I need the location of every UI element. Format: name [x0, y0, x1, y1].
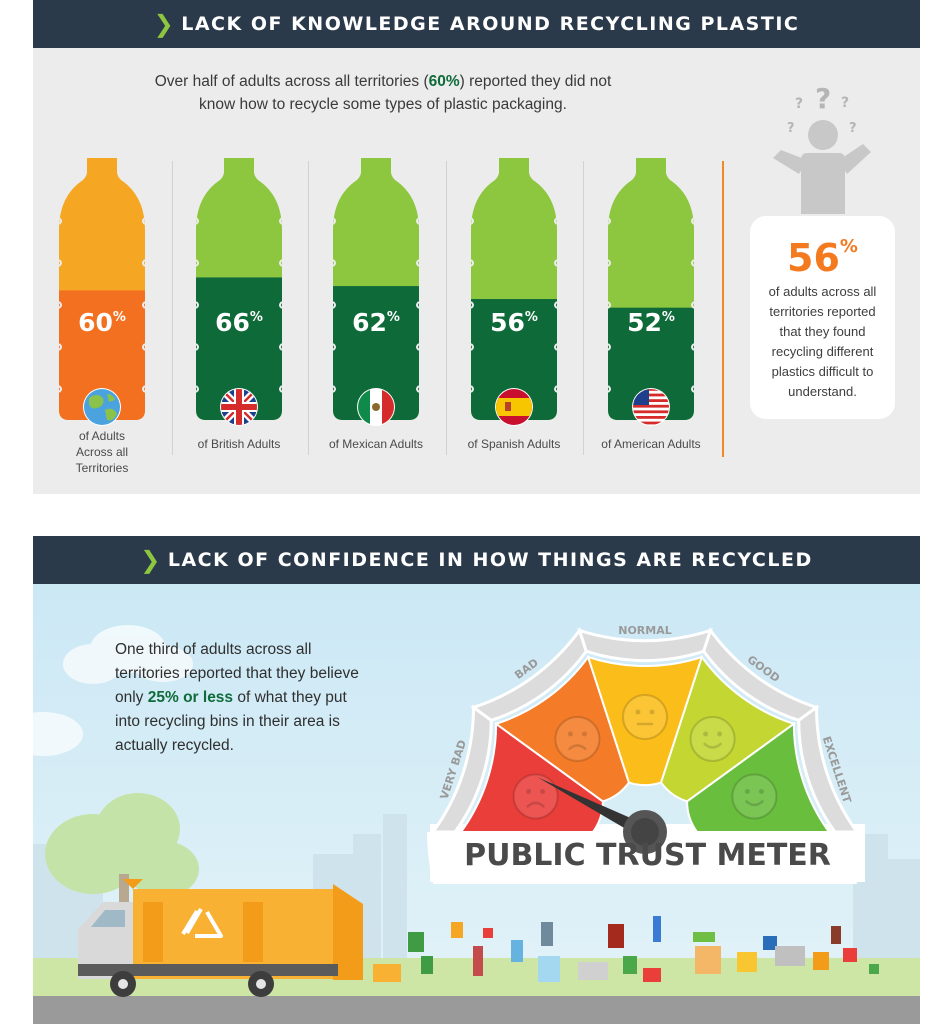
bar-value-label: 52% — [627, 308, 675, 337]
meter-label-band — [797, 704, 860, 834]
bar-value-label: 60% — [78, 308, 126, 337]
meter-segment — [686, 721, 831, 833]
category-label: of American Adults — [601, 437, 701, 451]
svg-text:?: ? — [849, 121, 857, 136]
category-label: of Spanish Adults — [467, 437, 561, 451]
divider — [172, 161, 173, 455]
bottle-bar: 66% of British Adults — [174, 158, 304, 458]
bar-value-label: 62% — [352, 308, 400, 337]
section1-title: LACK OF KNOWLEDGE AROUND RECYCLING PLAST… — [181, 13, 800, 35]
section2-title: LACK OF CONFIDENCE IN HOW THINGS ARE REC… — [167, 549, 813, 571]
knowledge-panel: Over half of adults across all territori… — [33, 48, 920, 494]
stat-card: 56% of adults across all territories rep… — [750, 216, 895, 419]
svg-text:?: ? — [787, 121, 795, 136]
bottle-shape — [471, 158, 557, 420]
section1-header: ❯ LACK OF KNOWLEDGE AROUND RECYCLING PLA… — [33, 0, 920, 48]
category-label: of British Adults — [197, 437, 281, 451]
mexico-flag-icon — [357, 388, 395, 426]
bottle-shape — [608, 158, 694, 420]
meter-title: PUBLIC TRUST METER — [464, 838, 831, 873]
meter-segment — [459, 721, 604, 833]
category-label: of Adults Across all Territories — [75, 429, 129, 475]
globe-icon — [83, 388, 121, 426]
category-label: of Mexican Adults — [328, 437, 424, 451]
meter-segment-label: NORMAL — [618, 624, 672, 637]
cloud-icon — [33, 625, 193, 756]
neutral-face-icon — [622, 694, 668, 740]
bottle-bar: 60% of Adults Across all Territories — [37, 158, 167, 475]
section2-intro: One third of adults across all territori… — [115, 641, 359, 754]
bottle-shape — [196, 158, 282, 420]
bottle-shape — [59, 158, 145, 420]
confidence-panel: One third of adults across all territori… — [33, 584, 920, 1024]
trash-pile — [373, 916, 879, 982]
meter-segment — [586, 655, 704, 787]
stat-value: 56% — [787, 236, 858, 280]
meter-needle — [538, 777, 667, 854]
svg-text:?: ? — [841, 95, 849, 111]
meter-segment — [659, 654, 797, 803]
bottle-shape — [333, 158, 419, 420]
chevron-right-icon: ❯ — [153, 10, 176, 38]
confused-person-icon: ? ? ? ? ? — [773, 82, 871, 214]
divider — [446, 161, 447, 455]
section2-header: ❯ LACK OF CONFIDENCE IN HOW THINGS ARE R… — [33, 536, 920, 584]
intro-highlight: 25% or less — [147, 689, 234, 706]
intro-highlight: 60% — [428, 73, 460, 90]
svg-text:?: ? — [815, 82, 831, 115]
frown-face-icon — [512, 773, 559, 820]
section1-intro: Over half of adults across all territori… — [154, 73, 612, 113]
spain-flag-icon — [495, 388, 533, 426]
meter-segment — [493, 654, 631, 803]
frown-face-icon — [554, 715, 601, 762]
bottle-bar: 52% of American Adults — [586, 158, 716, 458]
svg-text:?: ? — [795, 96, 803, 112]
smile-face-icon — [689, 715, 736, 762]
divider — [583, 161, 584, 455]
accent-divider — [722, 161, 724, 457]
bar-value-label: 66% — [215, 308, 263, 337]
stat-text: of adults across all territories reporte… — [768, 284, 877, 399]
recycling-truck-icon — [78, 879, 363, 997]
bottle-bar: 56% of Spanish Adults — [449, 158, 579, 458]
smile-face-icon — [731, 773, 778, 820]
bar-value-label: 56% — [490, 308, 538, 337]
usa-flag-icon — [632, 388, 670, 426]
bottle-bar: 62% of Mexican Adults — [311, 158, 441, 458]
uk-flag-icon — [220, 388, 258, 426]
chevron-right-icon: ❯ — [140, 546, 162, 574]
divider — [308, 161, 309, 455]
